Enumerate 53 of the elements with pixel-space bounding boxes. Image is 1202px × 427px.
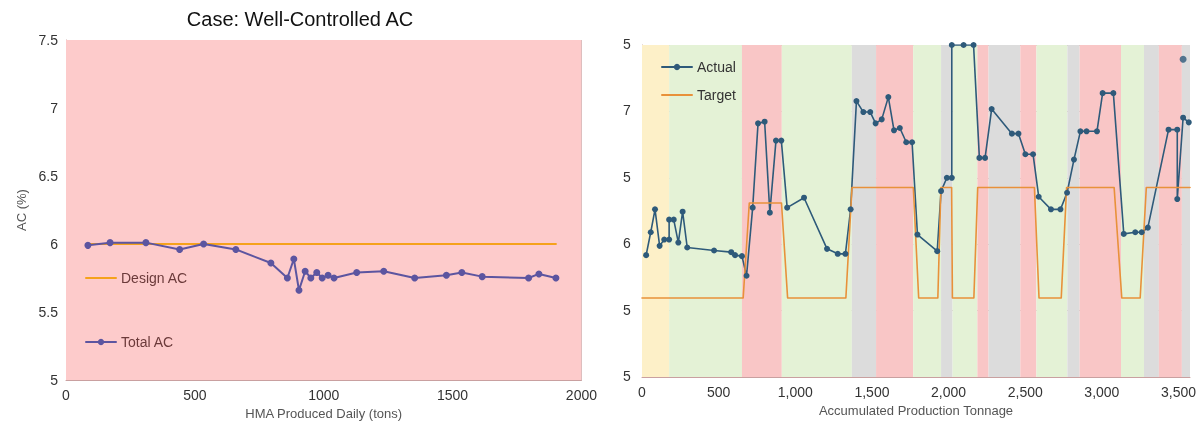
x-axis-title: Accumulated Production Tonnage (818, 402, 1014, 418)
point (176, 245, 184, 253)
point (84, 241, 92, 249)
text: 5 (623, 301, 631, 318)
x-tick-label: 500 (183, 387, 207, 403)
x-tick-label: 2,000 (931, 384, 967, 400)
legend-label: Target (697, 87, 737, 103)
legend-label: Total AC (121, 334, 174, 350)
x-tick-label: 500 (706, 384, 731, 400)
legend-label: Actual (697, 59, 736, 75)
point (353, 269, 361, 277)
point (324, 271, 332, 279)
point (380, 267, 388, 275)
y-tick-label: 7 (50, 100, 59, 116)
point (290, 255, 298, 263)
x-tick-label: 1500 (436, 387, 469, 403)
text: 5 (623, 168, 631, 185)
point (535, 270, 543, 278)
text: 5 (623, 368, 631, 384)
x-tick-label: 1000 (308, 387, 340, 403)
point (232, 245, 240, 253)
y-tick-label: 6.5 (38, 168, 59, 184)
x-tick-label: 2,500 (1007, 384, 1043, 400)
y-axis-title: AC (%) (13, 189, 29, 231)
text: 6 (623, 235, 631, 252)
point (301, 267, 309, 275)
x-tick-label: 3,000 (1084, 384, 1120, 400)
x-tick-label: 0 (62, 387, 71, 403)
point (458, 269, 466, 277)
point (283, 274, 291, 282)
point (411, 274, 419, 282)
text: 7 (623, 102, 631, 119)
x-tick-label: 2000 (565, 387, 598, 403)
y-tick-label: 6 (50, 236, 59, 252)
point (142, 239, 150, 247)
point (106, 239, 114, 247)
x-tick-label: 0 (638, 384, 647, 400)
y-tick-label: 7.5 (38, 32, 59, 48)
point (200, 240, 208, 248)
point (442, 271, 450, 279)
y-tick-label: 5.5 (38, 304, 59, 320)
y-tick-label: 5 (50, 372, 59, 388)
x-tick-label: 1,000 (777, 384, 814, 400)
chart-title: Case: Well-Controlled AC (186, 8, 414, 30)
point (525, 274, 533, 282)
legend-label: Design AC (121, 270, 188, 286)
point (313, 269, 321, 277)
x-axis-title: HMA Produced Daily (tons) (245, 405, 403, 421)
x-tick-label: 1,500 (854, 384, 890, 400)
text: 5 (623, 36, 631, 52)
point (295, 286, 303, 294)
x-tick-label: 3,500 (1160, 384, 1197, 400)
point (478, 273, 486, 281)
